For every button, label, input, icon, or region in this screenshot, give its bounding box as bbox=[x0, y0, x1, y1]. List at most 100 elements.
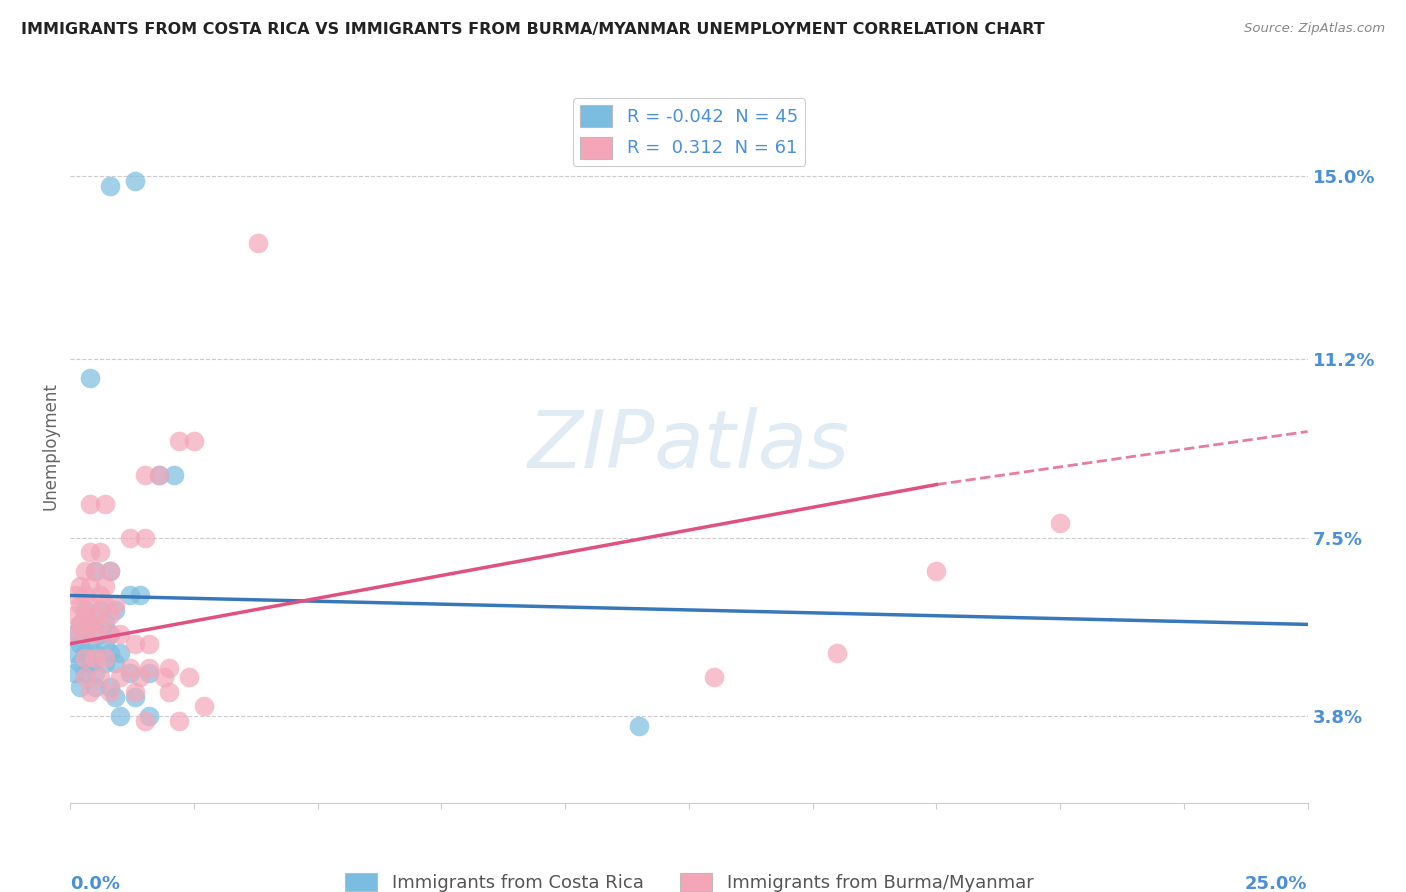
Text: IMMIGRANTS FROM COSTA RICA VS IMMIGRANTS FROM BURMA/MYANMAR UNEMPLOYMENT CORRELA: IMMIGRANTS FROM COSTA RICA VS IMMIGRANTS… bbox=[21, 22, 1045, 37]
Point bbox=[75, 627, 97, 641]
Point bbox=[183, 434, 205, 449]
Point bbox=[69, 656, 91, 670]
Point bbox=[84, 680, 107, 694]
Point bbox=[84, 565, 107, 579]
Point bbox=[65, 665, 87, 680]
Point bbox=[628, 719, 651, 733]
Point bbox=[128, 589, 150, 603]
Point bbox=[94, 617, 117, 632]
Point bbox=[118, 589, 141, 603]
Point bbox=[108, 646, 131, 660]
Point bbox=[94, 651, 117, 665]
Point bbox=[148, 467, 170, 482]
Point bbox=[163, 467, 186, 482]
Point bbox=[247, 236, 270, 251]
Point bbox=[167, 434, 190, 449]
Point bbox=[79, 617, 101, 632]
Point bbox=[69, 680, 91, 694]
Point bbox=[79, 617, 101, 632]
Point bbox=[89, 627, 111, 641]
Point bbox=[79, 579, 101, 593]
Point bbox=[118, 661, 141, 675]
Point bbox=[75, 589, 97, 603]
Point bbox=[75, 607, 97, 622]
Point bbox=[79, 545, 101, 559]
Point bbox=[79, 598, 101, 612]
Point bbox=[65, 589, 87, 603]
Point bbox=[79, 637, 101, 651]
Point bbox=[75, 651, 97, 665]
Point bbox=[69, 637, 91, 651]
Point bbox=[98, 646, 121, 660]
Point bbox=[925, 565, 948, 579]
Point bbox=[104, 598, 127, 612]
Point bbox=[79, 371, 101, 385]
Point bbox=[65, 607, 87, 622]
Point bbox=[118, 531, 141, 545]
Point bbox=[84, 646, 107, 660]
Point bbox=[703, 670, 725, 684]
Point bbox=[134, 467, 156, 482]
Point bbox=[65, 627, 87, 641]
Point bbox=[75, 565, 97, 579]
Point bbox=[94, 656, 117, 670]
Point bbox=[94, 579, 117, 593]
Point bbox=[69, 617, 91, 632]
Point bbox=[148, 467, 170, 482]
Point bbox=[65, 646, 87, 660]
Point bbox=[138, 637, 160, 651]
Text: 25.0%: 25.0% bbox=[1246, 875, 1308, 892]
Point bbox=[104, 656, 127, 670]
Point bbox=[69, 598, 91, 612]
Point bbox=[98, 565, 121, 579]
Point bbox=[98, 627, 121, 641]
Point bbox=[153, 670, 176, 684]
Point bbox=[124, 174, 146, 188]
Point bbox=[118, 665, 141, 680]
Point bbox=[84, 665, 107, 680]
Point bbox=[75, 627, 97, 641]
Point bbox=[157, 685, 180, 699]
Point bbox=[65, 627, 87, 641]
Point bbox=[84, 651, 107, 665]
Point bbox=[108, 627, 131, 641]
Point bbox=[69, 579, 91, 593]
Point bbox=[104, 603, 127, 617]
Point bbox=[98, 685, 121, 699]
Point bbox=[89, 545, 111, 559]
Point bbox=[157, 661, 180, 675]
Legend: Immigrants from Costa Rica, Immigrants from Burma/Myanmar: Immigrants from Costa Rica, Immigrants f… bbox=[337, 865, 1040, 892]
Point bbox=[1049, 516, 1071, 530]
Point bbox=[75, 603, 97, 617]
Point bbox=[79, 656, 101, 670]
Point bbox=[98, 607, 121, 622]
Point bbox=[98, 178, 121, 193]
Point bbox=[94, 637, 117, 651]
Point bbox=[84, 627, 107, 641]
Point bbox=[75, 665, 97, 680]
Point bbox=[98, 680, 121, 694]
Point bbox=[108, 670, 131, 684]
Text: 0.0%: 0.0% bbox=[70, 875, 121, 892]
Point bbox=[98, 565, 121, 579]
Point bbox=[89, 617, 111, 632]
Point bbox=[79, 497, 101, 511]
Point bbox=[167, 714, 190, 728]
Point bbox=[75, 670, 97, 684]
Point bbox=[138, 661, 160, 675]
Point bbox=[124, 637, 146, 651]
Point bbox=[89, 603, 111, 617]
Point bbox=[128, 670, 150, 684]
Point bbox=[79, 685, 101, 699]
Point bbox=[124, 690, 146, 704]
Text: ZIPatlas: ZIPatlas bbox=[527, 407, 851, 485]
Point bbox=[84, 607, 107, 622]
Point bbox=[89, 589, 111, 603]
Point bbox=[84, 565, 107, 579]
Point bbox=[108, 709, 131, 723]
Point bbox=[138, 709, 160, 723]
Y-axis label: Unemployment: Unemployment bbox=[41, 382, 59, 510]
Point bbox=[94, 497, 117, 511]
Point bbox=[69, 617, 91, 632]
Point bbox=[98, 627, 121, 641]
